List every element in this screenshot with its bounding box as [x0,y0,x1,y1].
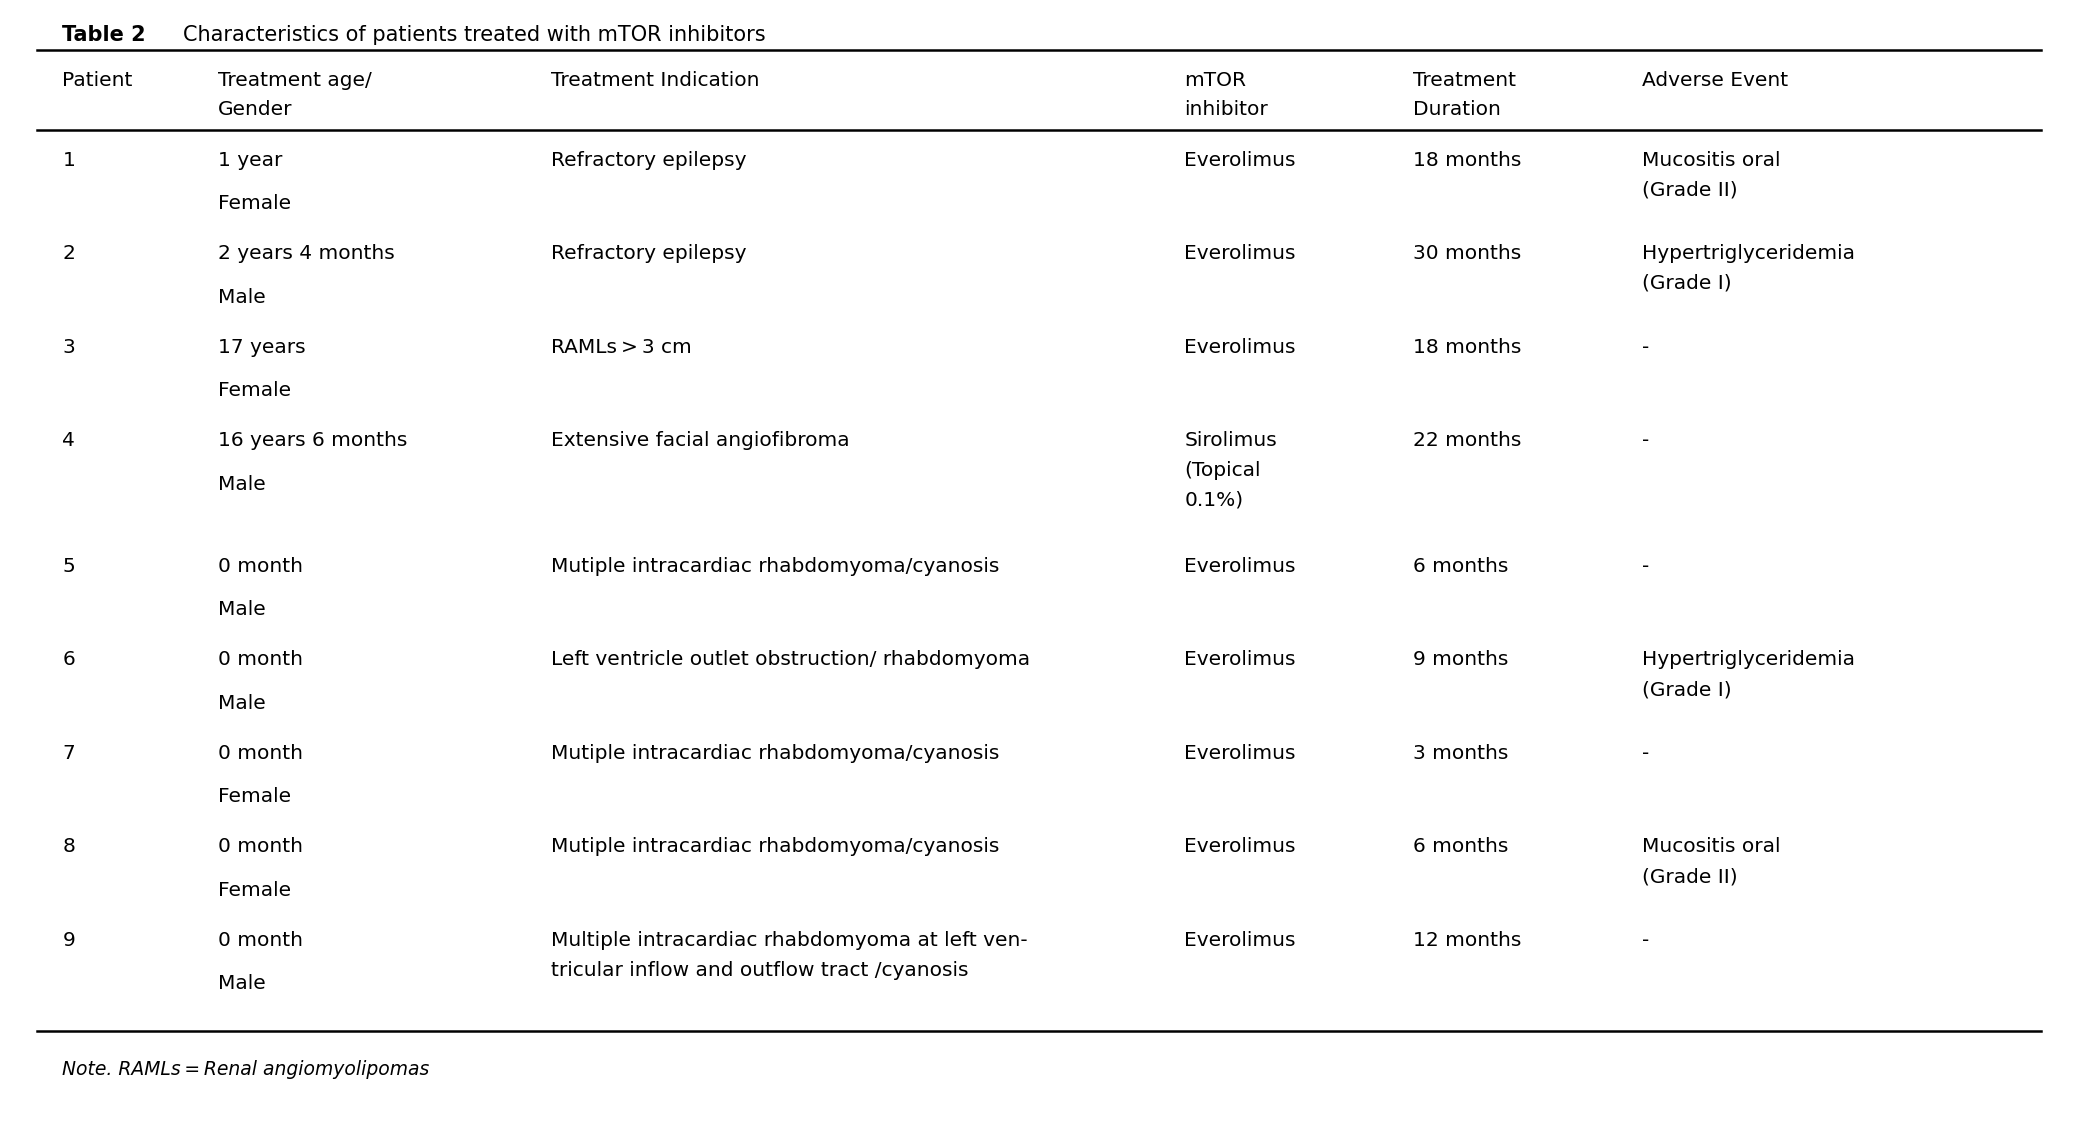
Text: -: - [1642,431,1648,451]
Text: Everolimus: Everolimus [1184,744,1297,763]
Text: 7: 7 [62,744,75,763]
Text: mTOR: mTOR [1184,71,1247,90]
Text: 16 years 6 months: 16 years 6 months [218,431,407,451]
Text: 18 months: 18 months [1413,338,1521,357]
Text: Female: Female [218,787,291,807]
Text: Extensive facial angiofibroma: Extensive facial angiofibroma [551,431,850,451]
Text: 17 years: 17 years [218,338,305,357]
Text: 3: 3 [62,338,75,357]
Text: Gender: Gender [218,100,293,120]
Text: Mutiple intracardiac rhabdomyoma/cyanosis: Mutiple intracardiac rhabdomyoma/cyanosi… [551,837,1000,857]
Text: Patient: Patient [62,71,133,90]
Text: Mutiple intracardiac rhabdomyoma/cyanosis: Mutiple intracardiac rhabdomyoma/cyanosi… [551,744,1000,763]
Text: (Topical: (Topical [1184,461,1261,480]
Text: 22 months: 22 months [1413,431,1521,451]
Text: 6 months: 6 months [1413,837,1509,857]
Text: inhibitor: inhibitor [1184,100,1268,120]
Text: 2 years 4 months: 2 years 4 months [218,244,395,264]
Text: Male: Male [218,694,266,713]
Text: Duration: Duration [1413,100,1500,120]
Text: Treatment: Treatment [1413,71,1517,90]
Text: Female: Female [218,381,291,400]
Text: 5: 5 [62,557,75,576]
Text: 2: 2 [62,244,75,264]
Text: Characteristics of patients treated with mTOR inhibitors: Characteristics of patients treated with… [183,25,765,46]
Text: 6: 6 [62,650,75,670]
Text: Refractory epilepsy: Refractory epilepsy [551,244,746,264]
Text: Female: Female [218,194,291,213]
Text: (Grade I): (Grade I) [1642,274,1731,293]
Text: Everolimus: Everolimus [1184,151,1297,170]
Text: -: - [1642,338,1648,357]
Text: 1 year: 1 year [218,151,283,170]
Text: -: - [1642,931,1648,950]
Text: 3 months: 3 months [1413,744,1509,763]
Text: 4: 4 [62,431,75,451]
Text: (Grade I): (Grade I) [1642,680,1731,699]
Text: 0 month: 0 month [218,557,303,576]
Text: Everolimus: Everolimus [1184,931,1297,950]
Text: Mutiple intracardiac rhabdomyoma/cyanosis: Mutiple intracardiac rhabdomyoma/cyanosi… [551,557,1000,576]
Text: Male: Male [218,288,266,307]
Text: Adverse Event: Adverse Event [1642,71,1787,90]
Text: Table 2: Table 2 [62,25,145,46]
Text: 0 month: 0 month [218,931,303,950]
Text: (Grade II): (Grade II) [1642,867,1737,887]
Text: 6 months: 6 months [1413,557,1509,576]
Text: 0 month: 0 month [218,650,303,670]
Text: 1: 1 [62,151,75,170]
Text: Mucositis oral: Mucositis oral [1642,837,1781,857]
Text: Everolimus: Everolimus [1184,244,1297,264]
Text: Hypertriglyceridemia: Hypertriglyceridemia [1642,244,1856,264]
Text: 12 months: 12 months [1413,931,1521,950]
Text: Multiple intracardiac rhabdomyoma at left ven-: Multiple intracardiac rhabdomyoma at lef… [551,931,1027,950]
Text: Sirolimus: Sirolimus [1184,431,1278,451]
Text: 0.1%): 0.1%) [1184,491,1243,510]
Text: Mucositis oral: Mucositis oral [1642,151,1781,170]
Text: 30 months: 30 months [1413,244,1521,264]
Text: Refractory epilepsy: Refractory epilepsy [551,151,746,170]
Text: -: - [1642,744,1648,763]
Text: Male: Male [218,600,266,620]
Text: Everolimus: Everolimus [1184,557,1297,576]
Text: Left ventricle outlet obstruction/ rhabdomyoma: Left ventricle outlet obstruction/ rhabd… [551,650,1031,670]
Text: 8: 8 [62,837,75,857]
Text: 18 months: 18 months [1413,151,1521,170]
Text: 9: 9 [62,931,75,950]
Text: Note. RAMLs = Renal angiomyolipomas: Note. RAMLs = Renal angiomyolipomas [62,1060,430,1079]
Text: Everolimus: Everolimus [1184,650,1297,670]
Text: Male: Male [218,475,266,494]
Text: -: - [1642,557,1648,576]
Text: (Grade II): (Grade II) [1642,180,1737,200]
Text: 0 month: 0 month [218,837,303,857]
Text: Everolimus: Everolimus [1184,338,1297,357]
Text: Female: Female [218,881,291,900]
Text: Everolimus: Everolimus [1184,837,1297,857]
Text: tricular inflow and outflow tract /cyanosis: tricular inflow and outflow tract /cyano… [551,961,968,980]
Text: Male: Male [218,974,266,994]
Text: 0 month: 0 month [218,744,303,763]
Text: Hypertriglyceridemia: Hypertriglyceridemia [1642,650,1856,670]
Text: RAMLs > 3 cm: RAMLs > 3 cm [551,338,692,357]
Text: Treatment age/: Treatment age/ [218,71,372,90]
Text: Treatment Indication: Treatment Indication [551,71,758,90]
Text: 9 months: 9 months [1413,650,1509,670]
